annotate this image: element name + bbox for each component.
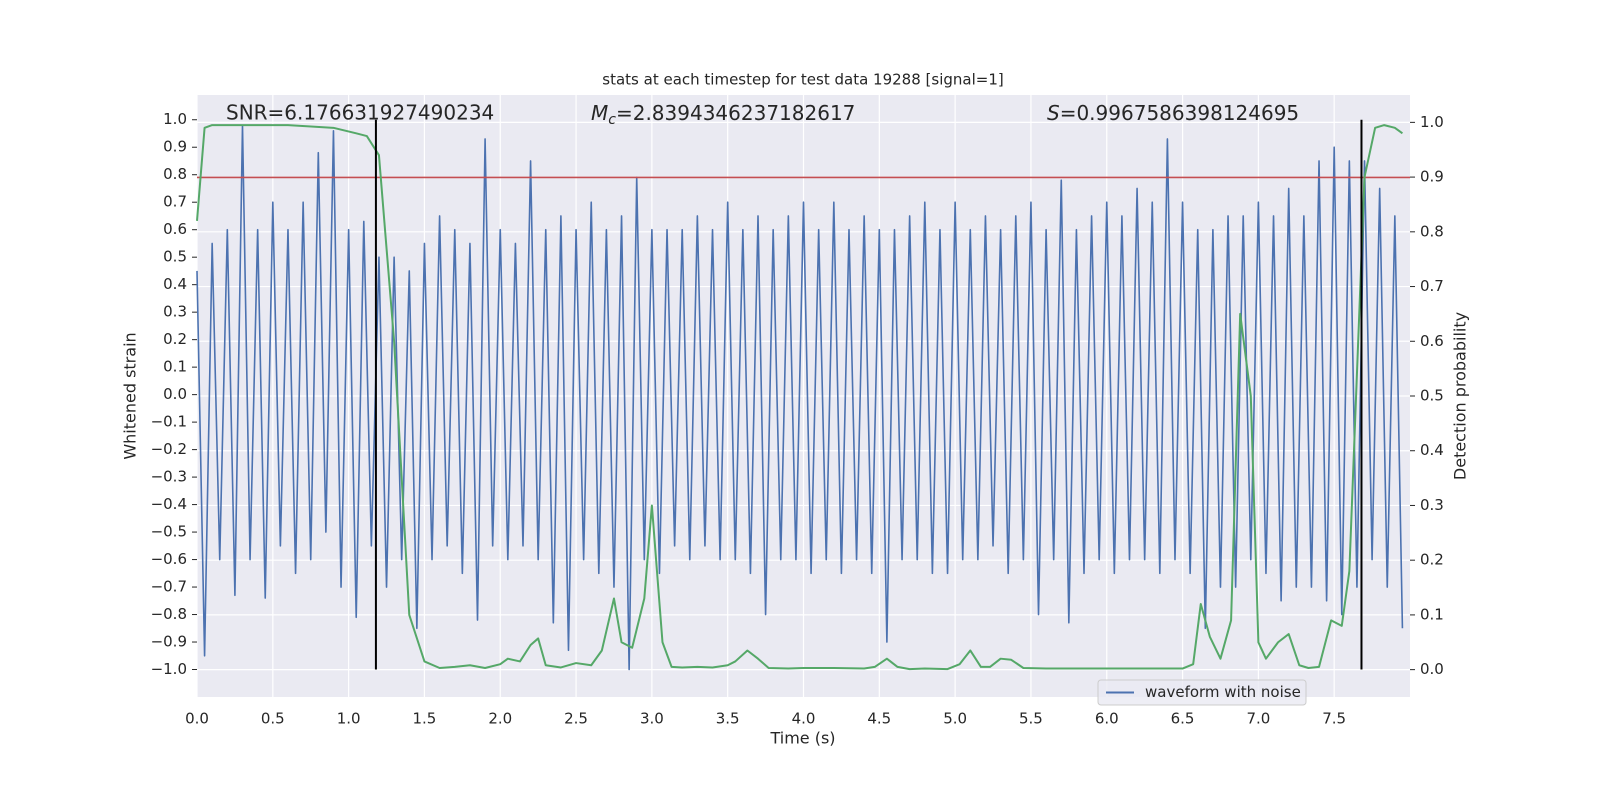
y-axis-label: Whitened strain — [121, 332, 140, 459]
y-tick-label: 1.0 — [163, 110, 187, 128]
y2-axis-label: Detection probability — [1451, 312, 1470, 480]
y-tick-label: 0.2 — [163, 330, 187, 348]
annotation-text: =0.9967586398124695 — [1060, 101, 1299, 125]
y2-tick-label: 0.3 — [1420, 496, 1444, 514]
x-tick-label: 6.5 — [1171, 710, 1195, 728]
x-tick-label: 3.5 — [716, 710, 740, 728]
y-tick-label: 0.6 — [163, 220, 187, 238]
annotation: SNR=6.176631927490234 — [226, 101, 494, 125]
x-tick-label: 2.5 — [564, 710, 588, 728]
y2-tick-label: 0.6 — [1420, 332, 1444, 350]
annotation-symbol: M — [591, 101, 608, 125]
y-tick-label: −0.3 — [151, 468, 187, 486]
x-tick-label: 5.0 — [943, 710, 967, 728]
y2-tick-label: 0.1 — [1420, 605, 1444, 623]
y2-tick-label: 0.2 — [1420, 551, 1444, 569]
y-tick-label: 0.9 — [163, 138, 187, 156]
x-tick-label: 0.0 — [185, 710, 209, 728]
annotation-symbol: S — [1047, 101, 1060, 125]
y-tick-label: −0.7 — [151, 578, 187, 596]
y-tick-label: −0.8 — [151, 605, 187, 623]
annotation: S=0.9967586398124695 — [1047, 101, 1299, 125]
y-tick-label: 0.1 — [163, 358, 187, 376]
y2-tick-label: 0.9 — [1420, 168, 1444, 186]
probability-line — [196, 124, 1404, 671]
x-tick-label: 2.0 — [488, 710, 512, 728]
y-tick-label: −0.9 — [151, 633, 187, 651]
annotation-text: =2.8394346237182617 — [616, 101, 855, 125]
y-tick-label: 0.7 — [163, 193, 187, 211]
y-tick-label: 0.8 — [163, 165, 187, 183]
y-tick-label: −0.4 — [151, 495, 187, 513]
y2-tick-label: 0.7 — [1420, 277, 1444, 295]
x-tick-label: 4.0 — [792, 710, 816, 728]
x-tick-label: 3.0 — [640, 710, 664, 728]
y2-tick-label: 1.0 — [1420, 113, 1444, 131]
y-tick-label: 0.3 — [163, 303, 187, 321]
y-tick-label: 0.5 — [163, 248, 187, 266]
x-tick-label: 1.0 — [337, 710, 361, 728]
x-tick-label: 7.5 — [1322, 710, 1346, 728]
x-axis-label: Time (s) — [769, 729, 835, 748]
x-tick-label: 7.0 — [1246, 710, 1270, 728]
y-tick-label: −1.0 — [151, 660, 187, 678]
y-tick-label: −0.5 — [151, 523, 187, 541]
x-tick-label: 5.5 — [1019, 710, 1043, 728]
x-tick-label: 4.5 — [867, 710, 891, 728]
y-tick-label: 0.4 — [163, 275, 187, 293]
y2-tick-label: 0.4 — [1420, 441, 1444, 459]
y-tick-label: −0.1 — [151, 413, 187, 431]
annotation: Mc=2.8394346237182617 — [591, 101, 855, 129]
x-tick-label: 0.5 — [261, 710, 285, 728]
y2-tick-label: 0.5 — [1420, 387, 1444, 405]
y-tick-label: −0.6 — [151, 550, 187, 568]
chart-title: stats at each timestep for test data 192… — [602, 71, 1003, 89]
legend-label: waveform with noise — [1145, 683, 1301, 701]
x-tick-label: 6.0 — [1095, 710, 1119, 728]
legend-box — [1097, 679, 1307, 706]
y-tick-label: 0.0 — [163, 385, 187, 403]
annotation-subscript: c — [608, 112, 616, 128]
y2-tick-label: 0.8 — [1420, 222, 1444, 240]
x-tick-label: 1.5 — [413, 710, 437, 728]
y-tick-label: −0.2 — [151, 440, 187, 458]
y2-tick-label: 0.0 — [1420, 660, 1444, 678]
